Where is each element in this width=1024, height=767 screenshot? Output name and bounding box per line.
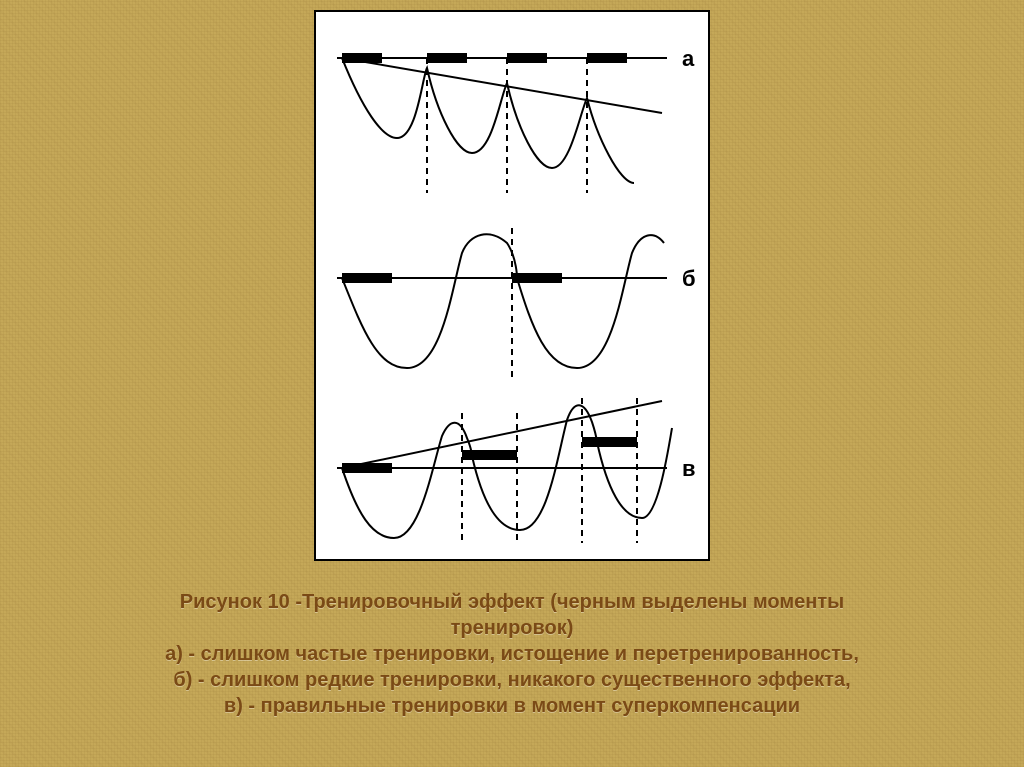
panel-label-v: в: [682, 456, 696, 481]
panel-label-a: а: [682, 46, 695, 71]
panel-label-b: б: [682, 266, 696, 291]
caption-line-5: в) - правильные тренировки в момент супе…: [0, 693, 1024, 719]
caption-line-2: тренировок): [0, 615, 1024, 641]
figure-frame: а б в: [314, 10, 710, 561]
slide: а б в Рисунок 10 -Тренировочный эффек: [0, 0, 1024, 767]
caption-line-1: Рисунок 10 -Тренировочный эффект (черным…: [0, 589, 1024, 615]
caption-line-4: б) - слишком редкие тренировки, никакого…: [0, 667, 1024, 693]
caption-line-3: а) - слишком частые тренировки, истощени…: [0, 641, 1024, 667]
training-effect-diagram: а б в: [322, 18, 702, 548]
figure-caption: Рисунок 10 -Тренировочный эффект (черным…: [0, 589, 1024, 719]
